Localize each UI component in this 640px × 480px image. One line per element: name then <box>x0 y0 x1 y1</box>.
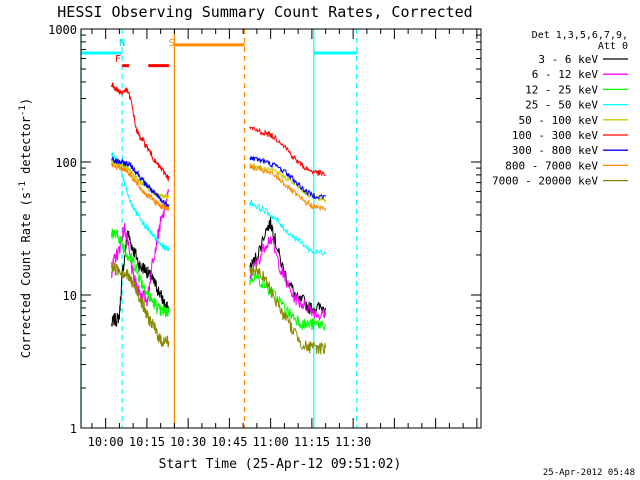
series-7000-20000keV-seg0 <box>111 261 170 348</box>
x-tick-label: 10:45 <box>211 435 247 449</box>
x-tick-label: 11:15 <box>294 435 330 449</box>
series-800-7000keV-seg1 <box>249 164 327 212</box>
y-axis-label: Corrected Count Rate (s-1 detector-1) <box>18 98 33 358</box>
marker-f: F <box>115 54 121 65</box>
data-layer: NF S <box>80 29 358 428</box>
legend-label: 12 - 25 keV <box>525 83 598 96</box>
y-tick-label: 100 <box>55 156 77 170</box>
series-7000-20000keV-seg1 <box>249 264 327 355</box>
chart-title: HESSI Observing Summary Count Rates, Cor… <box>57 3 472 21</box>
series-25-50keV-seg1 <box>249 199 327 256</box>
legend-label: 6 - 12 keV <box>532 68 599 81</box>
plot-frame <box>80 28 482 429</box>
x-tick-label: 11:30 <box>335 435 371 449</box>
legend-label: 25 - 50 keV <box>525 99 598 112</box>
series-12-25keV-seg0 <box>111 228 170 318</box>
series-300-800keV-seg1 <box>249 155 327 200</box>
legend-label: 800 - 7000 keV <box>505 159 598 172</box>
series-800-7000keV-seg0 <box>111 162 170 211</box>
legend-label: 100 - 300 keV <box>512 129 598 142</box>
series-3-6keV-seg0 <box>111 230 170 328</box>
legend-label: 50 - 100 keV <box>519 114 599 127</box>
axis-ticks: 1 10 100 1000 10:00 10:15 10:30 10:45 11:00 11:15… <box>48 23 481 449</box>
series-12-25keV-seg1 <box>249 272 327 331</box>
legend-header-line: Det 1,3,5,6,7,9, <box>532 30 628 41</box>
x-tick-label: 10:00 <box>88 435 124 449</box>
legend-label: 7000 - 20000 keV <box>492 175 598 188</box>
x-axis-label: Start Time (25-Apr-12 09:51:02) <box>159 457 402 472</box>
x-tick-label: 10:15 <box>129 435 165 449</box>
legend: Det 1,3,5,6,7,9,Att 03 - 6 keV 6 - 12 keV… <box>492 30 628 188</box>
series-300-800keV-seg0 <box>111 155 170 209</box>
y-tick-label: 1000 <box>48 23 77 37</box>
x-tick-label: 10:30 <box>170 435 206 449</box>
series-6-12keV-seg1 <box>249 236 327 322</box>
series-100-300keV-seg1 <box>249 126 326 177</box>
marker-n: N <box>119 38 125 49</box>
y-tick-label: 1 <box>70 422 77 436</box>
series-50-100keV-seg1 <box>249 162 327 205</box>
legend-label: 300 - 800 keV <box>512 144 598 157</box>
footer-timestamp: 25-Apr-2012 05:48 <box>543 468 635 478</box>
x-tick-label: 11:00 <box>253 435 289 449</box>
marker-s: S <box>169 38 175 49</box>
y-tick-label: 10 <box>63 289 77 303</box>
legend-label: 3 - 6 keV <box>538 53 598 66</box>
legend-header-line: Att 0 <box>598 41 628 52</box>
series-100-300keV-seg0 <box>111 82 170 183</box>
series-50-100keV-seg0 <box>111 159 170 200</box>
